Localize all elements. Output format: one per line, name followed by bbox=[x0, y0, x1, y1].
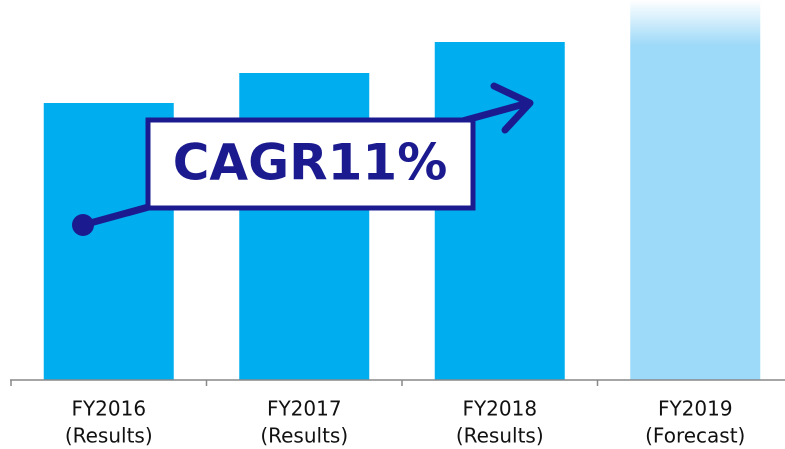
x-tick-label: (Results) bbox=[456, 424, 544, 448]
bar bbox=[434, 42, 565, 380]
x-tick-label: FY2016 bbox=[71, 397, 146, 421]
arrow-head bbox=[490, 82, 534, 134]
annotation: CAGR11% bbox=[173, 134, 448, 192]
x-tick-label: (Results) bbox=[260, 424, 348, 448]
x-labels: FY2016 (Results) FY2017 (Results) FY2018 (Res… bbox=[10, 380, 745, 448]
bar-fade bbox=[629, 0, 762, 380]
x-tick-label: (Forecast) bbox=[645, 424, 745, 448]
x-tick-label: FY2018 bbox=[462, 397, 537, 421]
annotation-box bbox=[145, 117, 476, 211]
x-tick-label: FY2019 bbox=[658, 397, 733, 421]
x-tick-label: FY2017 bbox=[267, 397, 342, 421]
arrow-dot bbox=[72, 214, 94, 236]
x-tick-label: (Results) bbox=[65, 424, 153, 448]
